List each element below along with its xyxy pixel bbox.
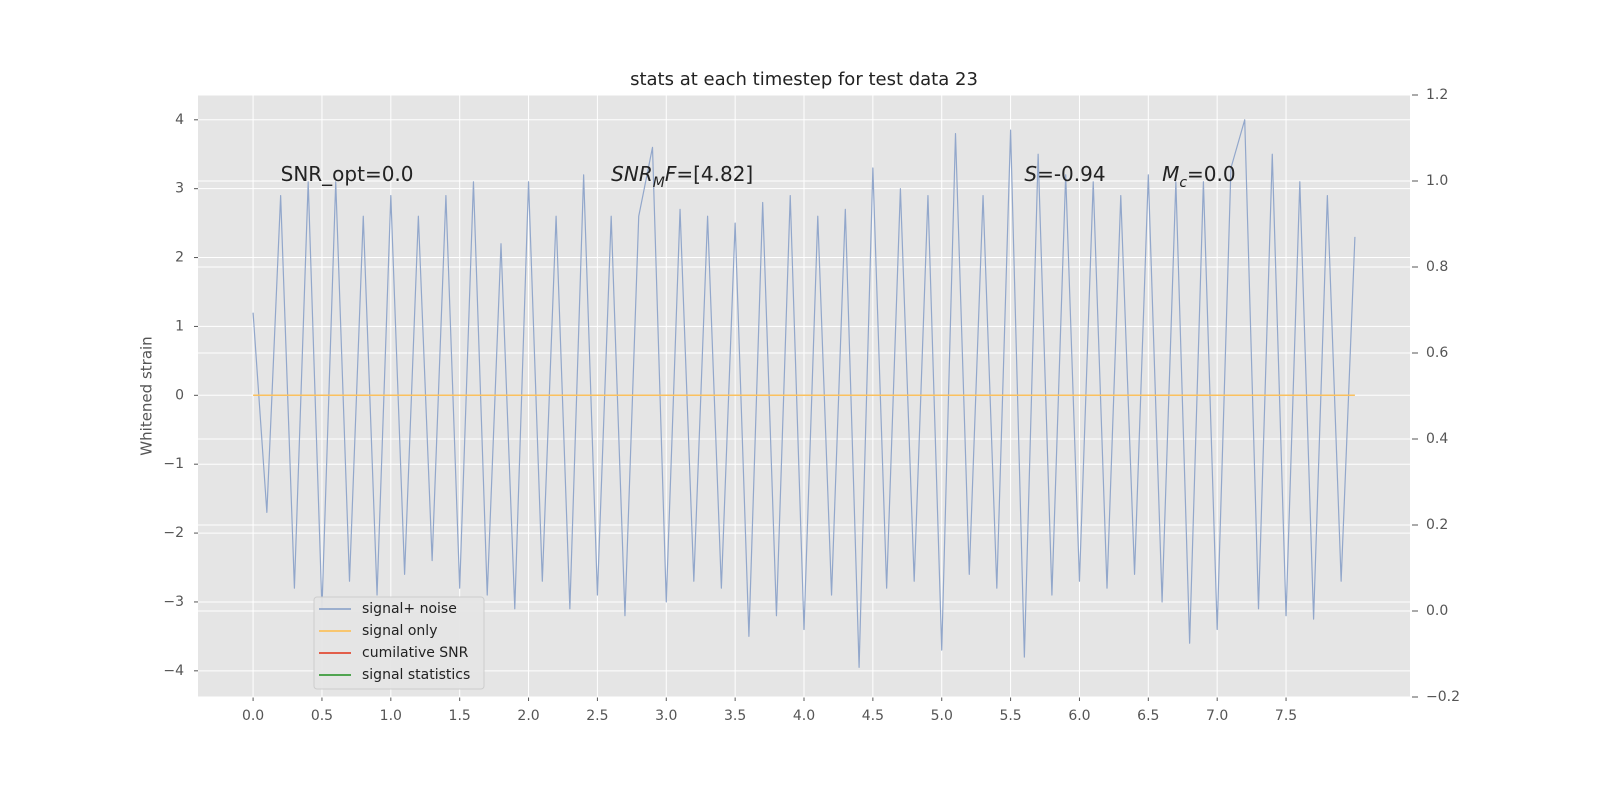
annotation: SNR_opt=0.0 [281, 161, 414, 185]
y-axis-label: Whitened strain [138, 336, 156, 455]
annotation-part: M [653, 175, 665, 191]
x-tick-label: 5.0 [931, 708, 953, 724]
x-tick-label: 1.0 [380, 708, 402, 724]
annotation-part: M [1162, 161, 1179, 185]
y2-tick-label: 0.4 [1426, 431, 1448, 447]
annotation-part: S [1024, 161, 1037, 185]
chart-title: stats at each timestep for test data 23 [630, 69, 978, 90]
x-tick-label: 0.0 [242, 708, 264, 724]
y-tick-label: −3 [163, 594, 184, 610]
x-tick-label: 4.5 [862, 708, 884, 724]
y2-tick-label: 0.0 [1426, 603, 1448, 619]
x-tick-label: 7.5 [1275, 708, 1297, 724]
y-tick-label: 4 [175, 112, 184, 128]
x-tick-label: 3.0 [655, 708, 677, 724]
x-tick-label: 0.5 [311, 708, 333, 724]
y2-tick-label: 0.6 [1426, 345, 1448, 361]
annotation-part: SNR_opt=0.0 [281, 161, 414, 185]
y2-tick-label: 0.8 [1426, 259, 1448, 275]
y-tick-label: 1 [175, 318, 184, 334]
annotation: S=-0.94 [1024, 161, 1105, 185]
annotation: Mc=0.0 [1162, 161, 1236, 191]
x-tick-label: 4.0 [793, 708, 815, 724]
y2-tick-label: −0.2 [1426, 689, 1460, 705]
y-tick-label: 3 [175, 181, 184, 197]
legend-label: signal+ noise [362, 601, 457, 617]
annotation-part: =[4.82] [676, 161, 753, 185]
x-tick-label: 2.0 [517, 708, 539, 724]
x-tick-label: 7.0 [1206, 708, 1228, 724]
x-tick-label: 3.5 [724, 708, 746, 724]
legend-label: signal only [362, 623, 437, 639]
series-line [252, 119, 1356, 668]
y2-tick-label: 0.2 [1426, 517, 1448, 533]
annotation: SNRMF=[4.82] [611, 161, 753, 191]
legend-box [313, 596, 485, 690]
x-tick-label: 1.5 [449, 708, 471, 724]
y-tick-label: −1 [163, 456, 184, 472]
annotation-part: c [1179, 175, 1187, 191]
annotation-part: F [665, 161, 677, 185]
x-tick-label: 5.5 [999, 708, 1021, 724]
x-tick-label: 6.5 [1137, 708, 1159, 724]
legend-label: cumilative SNR [362, 645, 469, 661]
y-tick-label: −4 [163, 663, 184, 679]
y2-tick-label: 1.0 [1426, 173, 1448, 189]
legend-label: signal statistics [362, 667, 470, 683]
annotation-part: =-0.94 [1037, 161, 1106, 185]
x-tick-label: 2.5 [586, 708, 608, 724]
y-tick-label: 2 [175, 250, 184, 266]
y-tick-label: 0 [175, 387, 184, 403]
x-tick-label: 6.0 [1068, 708, 1090, 724]
annotation-part: SNR [611, 161, 653, 185]
y-tick-label: −2 [163, 525, 184, 541]
annotation-part: =0.0 [1187, 161, 1236, 185]
y2-tick-label: 1.2 [1426, 87, 1448, 103]
